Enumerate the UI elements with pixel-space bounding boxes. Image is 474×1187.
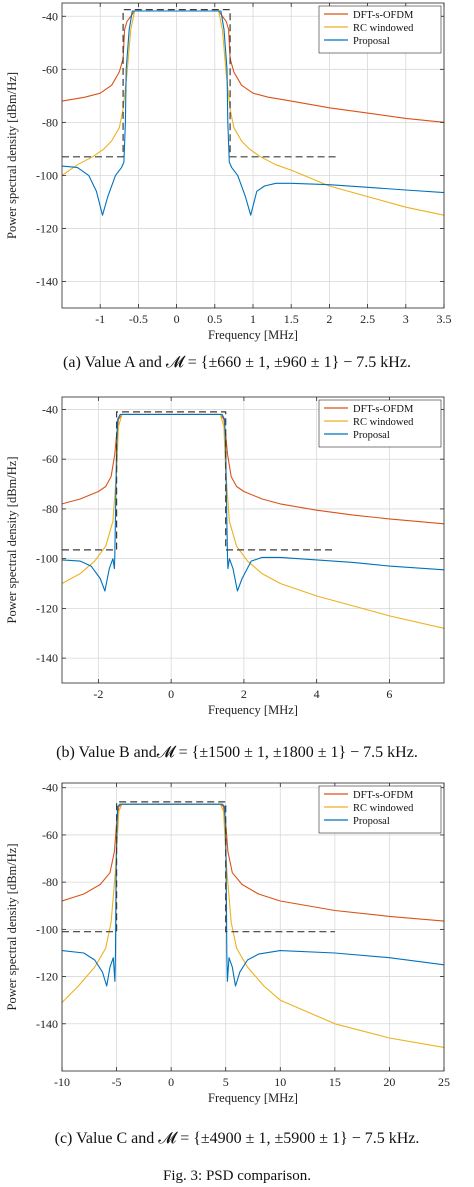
series-group (62, 411, 444, 629)
x-tick-label: 6 (386, 687, 392, 701)
series-line-proposal (62, 10, 444, 216)
y-tick-label: -80 (42, 502, 58, 516)
y-tick-label: -40 (42, 781, 58, 795)
y-axis-label: Power spectral density [dBm/Hz] (5, 457, 19, 624)
mask-line (62, 411, 335, 551)
x-axis-label: Frequency [MHz] (208, 1091, 298, 1105)
y-tick-label: -100 (36, 922, 58, 936)
series-line-dft-s-ofdm (62, 10, 444, 123)
panel-a: -1 -0.5 0 0.5 1 1.5 2 2.5 3 3.5 -140 -120 -100 -80 -60… (5, 2, 452, 371)
y-axis-label: Power spectral density [dBm/Hz] (5, 72, 19, 239)
panel-b: -2 0 2 4 6 -140 -120 -100 -80 -60 -40 Frequency [MH… (5, 396, 445, 761)
series-line-rc-windowed (62, 803, 444, 1048)
legend-label: DFT-s-OFDM (353, 10, 414, 21)
x-tick-label: 2.5 (360, 312, 375, 326)
x-tick-label: -10 (54, 1075, 70, 1089)
legend-label: Proposal (353, 816, 390, 827)
legend-label: DFT-s-OFDM (353, 790, 414, 801)
y-tick-label: -120 (36, 221, 58, 235)
panel-caption: (c) Value C and 𝓜 = {±4900 ± 1, ±5900 ± … (55, 1130, 420, 1147)
y-tick-label: -40 (42, 9, 58, 23)
x-tick-label: 5 (223, 1075, 229, 1089)
legend-label: RC windowed (353, 417, 414, 428)
legend-label: Proposal (353, 36, 390, 47)
panel-caption: (a) Value A and 𝓜 = {±660 ± 1, ±960 ± 1}… (63, 354, 411, 371)
x-tick-label: 0 (168, 1075, 174, 1089)
x-tick-label: -5 (112, 1075, 122, 1089)
x-tick-label: 1.5 (284, 312, 299, 326)
x-tick-label: 2 (241, 687, 247, 701)
x-tick-label: 3.5 (437, 312, 452, 326)
legend-label: DFT-s-OFDM (353, 404, 414, 415)
mask-line (62, 9, 337, 158)
axes-frame (61, 782, 445, 1072)
x-tick-label: 10 (274, 1075, 286, 1089)
x-tick-label: 4 (314, 687, 320, 701)
y-tick-label: -100 (36, 168, 58, 182)
series-line-rc-windowed (62, 10, 444, 216)
y-tick-label: -40 (42, 402, 58, 416)
panel-c: -10 -5 0 5 10 15 20 25 -140 -120 -100 -80 -60 -40 Freq… (5, 781, 450, 1147)
figure-caption: Fig. 3: PSD comparison. (163, 1168, 311, 1184)
legend-label: RC windowed (353, 803, 414, 814)
x-axis-label: Frequency [MHz] (208, 703, 298, 717)
y-axis-label: Power spectral density [dBm/Hz] (5, 844, 19, 1011)
y-tick-label: -80 (42, 875, 58, 889)
x-tick-label: 0 (168, 687, 174, 701)
x-tick-label: -1 (95, 312, 105, 326)
x-tick-label: 3 (403, 312, 409, 326)
panel-caption: (b) Value B and𝓜 = {±1500 ± 1, ±1800 ± 1… (56, 744, 418, 761)
y-tick-label: -60 (42, 828, 58, 842)
x-tick-label: 15 (329, 1075, 341, 1089)
y-tick-label: -60 (42, 452, 58, 466)
y-tick-label: -140 (36, 651, 58, 665)
series-group (62, 9, 444, 216)
y-tick-label: -120 (36, 601, 58, 615)
legend-label: RC windowed (353, 23, 414, 34)
x-axis-label: Frequency [MHz] (208, 328, 298, 342)
y-tick-label: -60 (42, 62, 58, 76)
mask-line (62, 801, 335, 933)
x-tick-label: 0 (174, 312, 180, 326)
y-tick-label: -100 (36, 552, 58, 566)
x-tick-label: 1 (250, 312, 256, 326)
x-tick-label: -0.5 (129, 312, 148, 326)
y-tick-label: -80 (42, 115, 58, 129)
x-tick-label: 0.5 (207, 312, 222, 326)
series-line-dft-s-ofdm (62, 803, 444, 922)
x-tick-label: -2 (93, 687, 103, 701)
legend-label: Proposal (353, 430, 390, 441)
y-tick-label: -140 (36, 274, 58, 288)
y-tick-label: -140 (36, 1017, 58, 1031)
x-tick-label: 25 (438, 1075, 450, 1089)
series-line-rc-windowed (62, 413, 444, 629)
series-group (62, 801, 444, 1048)
y-tick-label: -120 (36, 970, 58, 984)
series-line-proposal (62, 803, 444, 987)
x-tick-label: 2 (326, 312, 332, 326)
axes-frame (61, 396, 445, 684)
x-tick-label: 20 (383, 1075, 395, 1089)
